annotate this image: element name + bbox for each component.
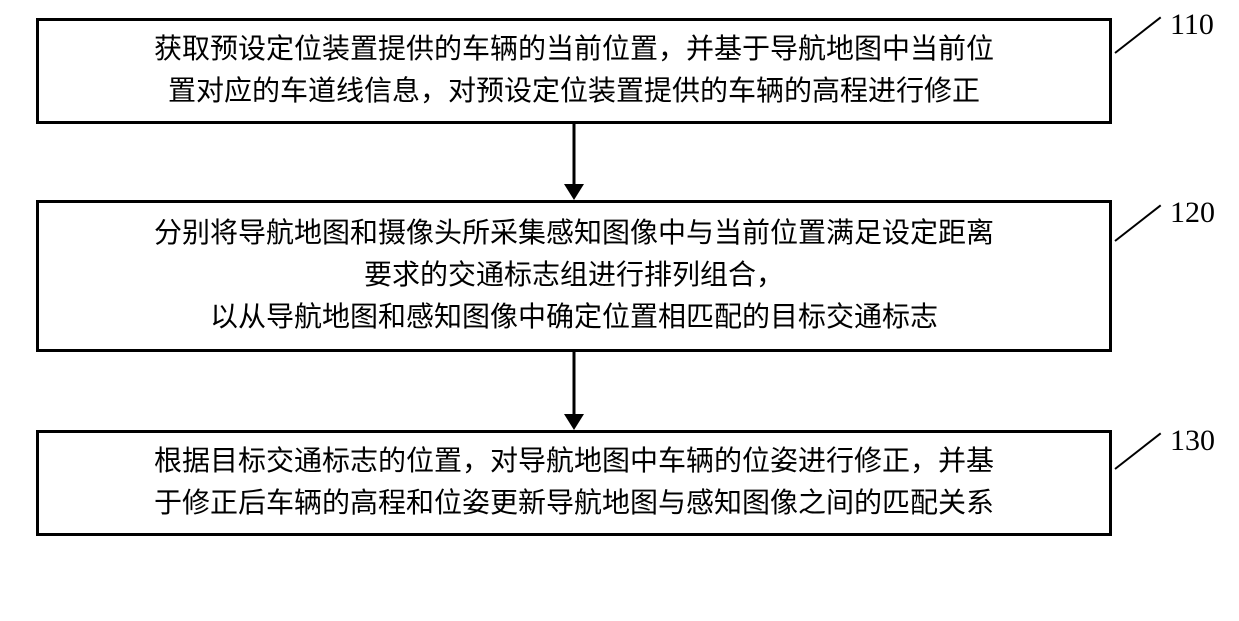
arrow-120-to-130-head (564, 414, 584, 430)
label-connector-110 (1114, 17, 1161, 54)
arrow-110-to-120-line (573, 124, 576, 184)
flowchart-container: 获取预设定位装置提供的车辆的当前位置，并基于导航地图中当前位 置对应的车道线信息… (0, 0, 1239, 621)
step-label-120: 120 (1170, 196, 1215, 230)
step-box-120: 分别将导航地图和摄像头所采集感知图像中与当前位置满足设定距离 要求的交通标志组进… (36, 200, 1112, 352)
label-connector-120 (1114, 205, 1161, 242)
step-label-130: 130 (1170, 424, 1215, 458)
step-text-120: 分别将导航地图和摄像头所采集感知图像中与当前位置满足设定距离 要求的交通标志组进… (154, 213, 994, 339)
step-box-130: 根据目标交通标志的位置，对导航地图中车辆的位姿进行修正，并基 于修正后车辆的高程… (36, 430, 1112, 536)
arrow-110-to-120-head (564, 184, 584, 200)
arrow-120-to-130-line (573, 352, 576, 414)
step-label-110: 110 (1170, 8, 1214, 42)
step-text-110: 获取预设定位装置提供的车辆的当前位置，并基于导航地图中当前位 置对应的车道线信息… (154, 29, 994, 113)
label-connector-130 (1114, 433, 1161, 470)
step-box-110: 获取预设定位装置提供的车辆的当前位置，并基于导航地图中当前位 置对应的车道线信息… (36, 18, 1112, 124)
step-text-130: 根据目标交通标志的位置，对导航地图中车辆的位姿进行修正，并基 于修正后车辆的高程… (154, 441, 994, 525)
